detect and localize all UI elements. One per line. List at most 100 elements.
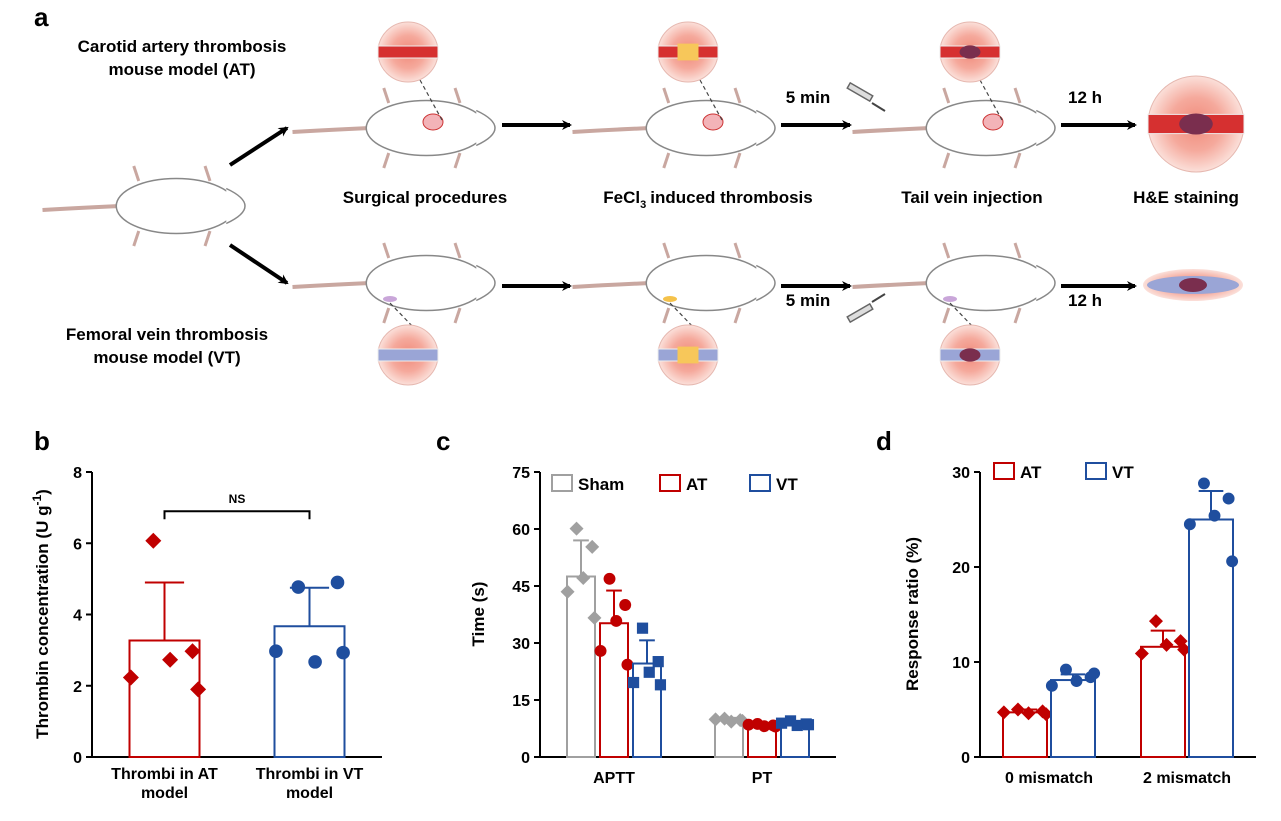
data-point [184, 643, 201, 660]
data-point [576, 571, 591, 586]
y-tick-label: 8 [73, 465, 82, 482]
mouse-head [475, 109, 496, 147]
carotid-site [982, 113, 1004, 131]
time-label-5min-vt: 5 min [786, 291, 830, 310]
fecl3-paper [677, 346, 699, 364]
legend-swatch [659, 474, 681, 492]
vessel-vt-he [1143, 269, 1243, 301]
mouse-leg [733, 307, 742, 324]
pointer-line [699, 79, 723, 121]
data-point [269, 644, 283, 658]
ns-label: NS [229, 492, 246, 506]
data-point [724, 714, 739, 729]
ns-bracket [163, 510, 311, 520]
mouse-body [645, 254, 767, 312]
mouse-head [1035, 109, 1056, 147]
mouse-leg [453, 152, 462, 169]
vessel-at-he [1147, 75, 1245, 173]
data-point [784, 715, 797, 727]
mouse-head [755, 264, 776, 302]
vessel-illustrations [377, 21, 1245, 386]
x-tick-label: Thrombi in AT [111, 766, 218, 783]
bar [1140, 645, 1186, 758]
panel-c: c 0 15 30 45 60 75 APTT PT Time (s) Sham AT VT [436, 426, 836, 787]
mouse-at-1 [572, 79, 776, 169]
carotid-site [702, 113, 724, 131]
data-point [1198, 477, 1210, 490]
y-tick-label: 4 [73, 608, 82, 625]
mouse-head [1035, 264, 1056, 302]
data-point [1183, 518, 1196, 531]
x-tick-label: 0 mismatch [1005, 770, 1093, 787]
vt-model-title-line1: Femoral vein thrombosis [66, 325, 268, 344]
data-point [569, 521, 584, 536]
x-tick-label: model [141, 785, 188, 802]
mouse-leg [1013, 87, 1022, 104]
data-point [1134, 646, 1149, 661]
bar [1002, 711, 1048, 758]
y-axis-label: Time (s) [469, 582, 488, 647]
y-axis-label-end: ) [33, 489, 52, 495]
legend-label: VT [776, 475, 798, 494]
legend-label: AT [1020, 463, 1042, 482]
data-point [643, 666, 655, 678]
data-point [1159, 637, 1174, 652]
mouse-tail [292, 281, 371, 289]
femoral-site [943, 296, 957, 302]
data-point [802, 719, 815, 731]
panel-d-label: d [876, 426, 892, 456]
time-label-5min-at: 5 min [786, 88, 830, 107]
panel-a: a Carotid artery thrombosis mouse model … [34, 2, 1245, 386]
mouse-body [925, 254, 1047, 312]
y-tick-label: 0 [521, 750, 530, 767]
legend-swatch [551, 474, 573, 492]
pointer-line [979, 79, 1003, 121]
legend-swatch [993, 462, 1015, 480]
data-point [291, 580, 306, 594]
y-axis-label: Response ratio (%) [903, 537, 922, 691]
mouse-body [115, 177, 237, 235]
at-model-title-line2: mouse model (AT) [108, 60, 255, 79]
y-tick-label: 10 [952, 655, 970, 672]
data-point [775, 717, 788, 729]
thrombus [959, 45, 981, 59]
mouse-leg [382, 152, 391, 169]
vessel-lumen [377, 45, 439, 59]
legend-swatch [1085, 462, 1107, 480]
step-fecl3-induced-thrombosis: FeCl3 induced thrombosis [603, 188, 812, 211]
mouse-leg [942, 87, 951, 104]
mouse-leg [132, 165, 141, 182]
mouse-leg [1013, 152, 1022, 169]
legend-label: AT [686, 475, 708, 494]
bar [1050, 679, 1096, 758]
data-point [654, 679, 667, 691]
data-point [708, 712, 723, 727]
at-model-title-line1: Carotid artery thrombosis [78, 37, 287, 56]
chart-c: 0 15 30 45 60 75 APTT PT Time (s) Sham AT VT [469, 465, 836, 787]
data-point [652, 656, 664, 668]
data-point [308, 655, 322, 669]
panel-c-label: c [436, 426, 450, 456]
process-arrows [228, 120, 1137, 291]
mouse-leg [942, 242, 951, 259]
data-point [1060, 663, 1072, 676]
mouse-leg [203, 230, 212, 247]
vessel-vt-1 [377, 324, 439, 386]
syringe-icon [846, 81, 886, 324]
mouse-leg [662, 152, 671, 169]
step-he-staining: H&E staining [1133, 188, 1239, 207]
data-point [1070, 675, 1083, 687]
mouse-leg [662, 307, 671, 324]
data-point [742, 718, 755, 731]
mouse-leg [453, 307, 462, 324]
y-tick-label: 45 [512, 579, 530, 596]
data-point [162, 651, 179, 668]
mouse-start [42, 165, 246, 247]
vt-model-title-line2: mouse model (VT) [93, 348, 240, 367]
mouse-tail [42, 204, 121, 212]
bar [599, 622, 629, 758]
data-point [1208, 509, 1221, 522]
mouse-leg [733, 242, 742, 259]
data-point [1010, 702, 1025, 717]
y-tick-label: 15 [512, 693, 530, 710]
